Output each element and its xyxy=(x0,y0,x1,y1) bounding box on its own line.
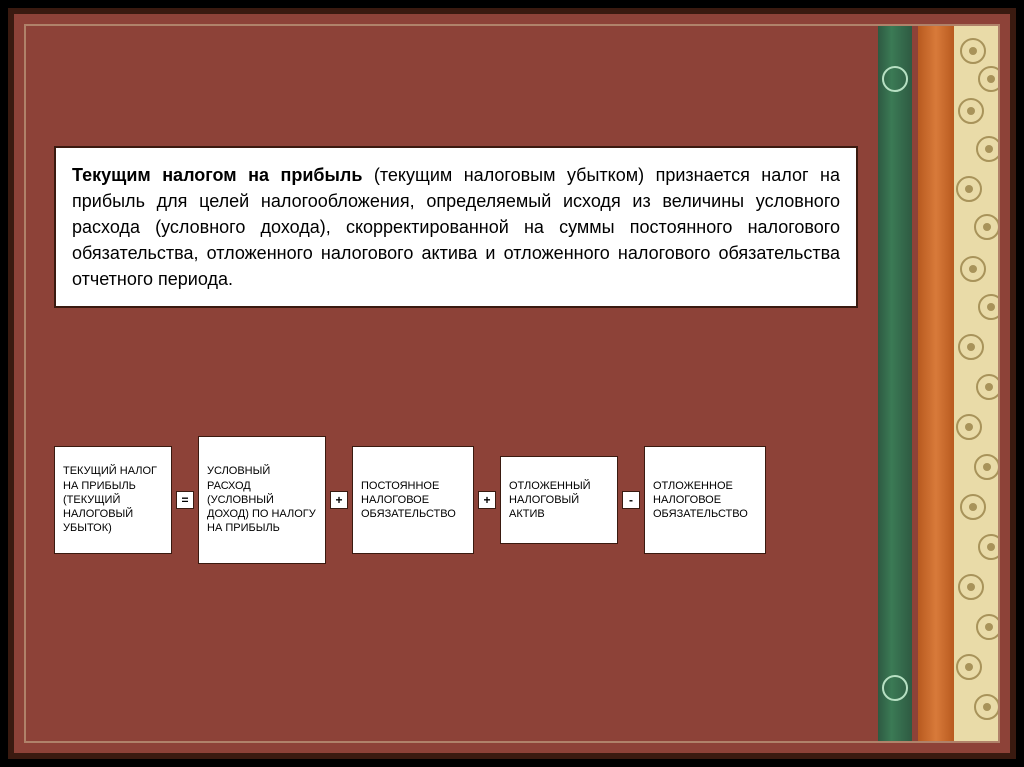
flower-motif xyxy=(978,66,998,92)
flower-motif xyxy=(958,98,984,124)
flower-motif xyxy=(976,614,998,640)
band-cream xyxy=(954,26,998,741)
flower-motif xyxy=(956,654,982,680)
formula-op-2: + xyxy=(478,491,496,509)
band-green xyxy=(878,26,912,741)
flower-motif xyxy=(978,534,998,560)
formula-row: ТЕКУЩИЙ НАЛОГ НА ПРИБЫЛЬ (ТЕКУЩИЙ НАЛОГО… xyxy=(54,436,858,564)
formula-op-1: + xyxy=(330,491,348,509)
flower-motif xyxy=(956,414,982,440)
formula-node-n2: УСЛОВНЫЙ РАСХОД (УСЛОВНЫЙ ДОХОД) ПО НАЛО… xyxy=(198,436,326,564)
flower-motif xyxy=(960,494,986,520)
formula-node-n3: ПОСТОЯННОЕ НАЛОГОВОЕ ОБЯЗАТЕЛЬСТВО xyxy=(352,446,474,554)
flower-motif xyxy=(974,214,998,240)
definition-lead: Текущим налогом на прибыль xyxy=(72,165,362,185)
flower-motif xyxy=(976,136,998,162)
formula-node-n1: ТЕКУЩИЙ НАЛОГ НА ПРИБЫЛЬ (ТЕКУЩИЙ НАЛОГО… xyxy=(54,446,172,554)
flower-motif xyxy=(958,334,984,360)
formula-node-n5: ОТЛОЖЕННОЕ НАЛОГОВОЕ ОБЯЗАТЕЛЬСТВО xyxy=(644,446,766,554)
flower-motif xyxy=(960,38,986,64)
flower-motif xyxy=(956,176,982,202)
slide-inner-frame: Текущим налогом на прибыль (текущим нало… xyxy=(24,24,1000,743)
definition-box: Текущим налогом на прибыль (текущим нало… xyxy=(54,146,858,308)
flower-motif xyxy=(958,574,984,600)
flower-motif xyxy=(976,374,998,400)
formula-op-0: = xyxy=(176,491,194,509)
flower-motif xyxy=(974,694,998,720)
formula-node-n4: ОТЛОЖЕННЫЙ НАЛОГОВЫЙ АКТИВ xyxy=(500,456,618,544)
band-orange xyxy=(918,26,954,741)
content-area: Текущим налогом на прибыль (текущим нало… xyxy=(26,26,878,741)
formula-op-3: - xyxy=(622,491,640,509)
flower-motif xyxy=(974,454,998,480)
slide-outer-frame: Текущим налогом на прибыль (текущим нало… xyxy=(8,8,1016,759)
flower-motif xyxy=(978,294,998,320)
flower-motif xyxy=(960,256,986,282)
decorative-side-band xyxy=(878,26,998,741)
